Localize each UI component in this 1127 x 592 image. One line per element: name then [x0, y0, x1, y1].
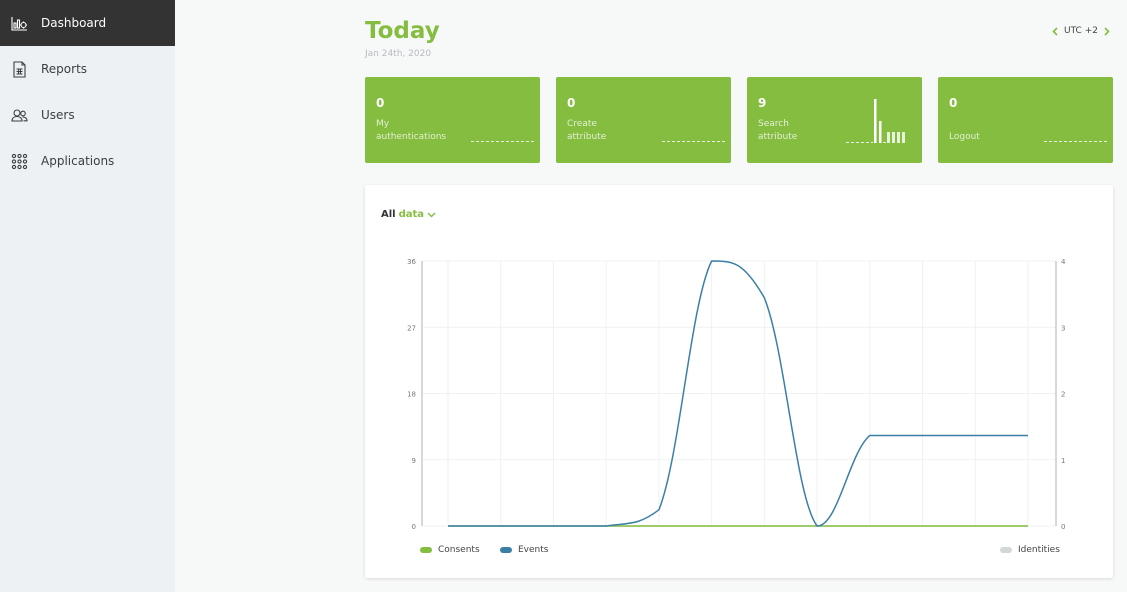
y-right-tick-label: 4	[1061, 258, 1066, 266]
chart-panel: All data 0 9 18 27 36 0 1 2 3 4 Consents Events I…	[365, 185, 1113, 578]
filter-value: data	[398, 209, 425, 220]
y-left-tick-label: 18	[407, 391, 416, 399]
nav-label: Applications	[41, 154, 115, 168]
page-title: Today	[365, 18, 440, 44]
legend-item-consents[interactable]: Consents	[420, 545, 480, 555]
stat-value: 0	[376, 96, 385, 110]
users-icon	[11, 107, 28, 124]
chevron-right-icon	[1104, 26, 1110, 36]
y-right-tick-label: 2	[1061, 391, 1065, 399]
legend-label: Identities	[1018, 545, 1060, 555]
nav-item-reports[interactable]: Reports	[0, 46, 175, 92]
y-left-tick-label: 0	[412, 523, 416, 531]
stat-value: 0	[949, 96, 958, 110]
legend-swatch	[500, 547, 512, 553]
legend-item-identities[interactable]: Identities	[1000, 545, 1060, 555]
timezone-label: UTC +2	[1064, 26, 1098, 36]
stat-card-logout[interactable]: 0 Logout	[938, 77, 1113, 163]
page-date: Jan 24th, 2020	[365, 49, 432, 59]
y-right-tick-label: 3	[1061, 324, 1065, 332]
chevron-down-icon	[427, 212, 436, 217]
stat-card-search-attribute[interactable]: 9 Search attribute	[747, 77, 922, 163]
sparkline	[846, 99, 905, 143]
legend-label: Events	[518, 545, 549, 555]
timezone-next-button[interactable]	[1104, 26, 1110, 36]
stat-label: Search attribute	[758, 119, 798, 142]
reports-icon	[11, 60, 28, 78]
stat-card-my-authentications[interactable]: 0 My authentications	[365, 77, 540, 163]
nav-label: Users	[41, 108, 75, 122]
data-filter-dropdown[interactable]: All data	[381, 209, 436, 220]
sidebar: Dashboard Reports Users Applications	[0, 0, 175, 592]
filter-prefix: All	[381, 209, 396, 220]
nav-item-applications[interactable]: Applications	[0, 138, 175, 184]
stat-label: Create attribute	[567, 119, 607, 142]
timezone-selector: UTC +2	[1052, 26, 1110, 36]
nav-item-users[interactable]: Users	[0, 92, 175, 138]
sparkline-baseline	[662, 141, 725, 142]
y-right-tick-label: 1	[1061, 457, 1065, 465]
nav-label: Dashboard	[41, 16, 107, 30]
nav-label: Reports	[41, 62, 88, 76]
applications-icon	[11, 153, 28, 170]
legend-swatch	[1000, 547, 1012, 553]
nav-item-dashboard[interactable]: Dashboard	[0, 0, 175, 46]
line-chart: 0 9 18 27 36 0 1 2 3 4	[407, 258, 1066, 531]
y-left-tick-label: 9	[412, 457, 416, 465]
timezone-prev-button[interactable]	[1052, 26, 1058, 36]
series-line-events	[447, 260, 1028, 527]
sparkline-baseline	[1044, 141, 1107, 142]
stat-label: My authentications	[376, 119, 447, 142]
y-right-tick-label: 0	[1061, 523, 1065, 531]
stat-value: 0	[567, 96, 576, 110]
y-left-tick-label: 36	[407, 258, 416, 266]
legend-label: Consents	[438, 545, 480, 555]
stat-label: Logout	[949, 132, 980, 142]
stat-value: 9	[758, 96, 767, 110]
dashboard-icon	[11, 15, 28, 32]
legend-swatch	[420, 547, 432, 553]
stat-card-create-attribute[interactable]: 0 Create attribute	[556, 77, 731, 163]
sparkline-baseline	[471, 141, 534, 142]
legend-item-events[interactable]: Events	[500, 545, 548, 555]
chevron-left-icon	[1052, 26, 1058, 36]
y-left-tick-label: 27	[407, 324, 416, 332]
